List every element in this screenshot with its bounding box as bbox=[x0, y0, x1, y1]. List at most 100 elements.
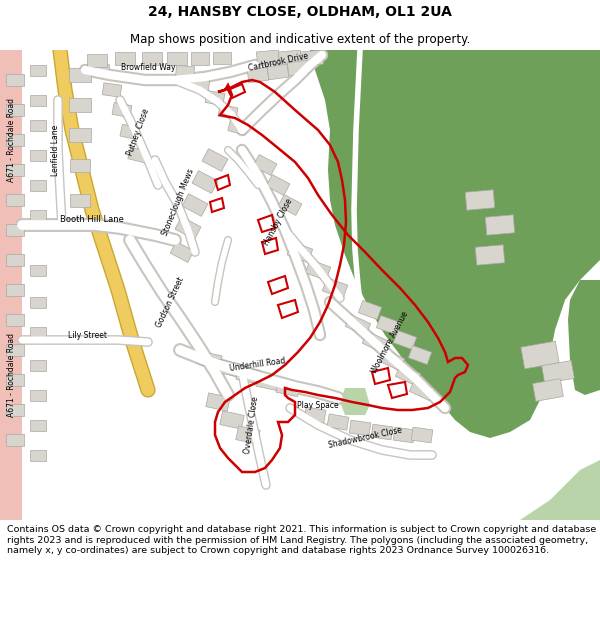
Bar bbox=[475, 245, 505, 265]
Bar bbox=[6, 404, 24, 416]
Polygon shape bbox=[310, 50, 600, 438]
Bar bbox=[358, 301, 382, 319]
Bar bbox=[542, 361, 574, 384]
Text: Godson Street: Godson Street bbox=[154, 276, 185, 329]
Bar bbox=[266, 174, 290, 196]
Bar bbox=[376, 316, 400, 334]
Bar bbox=[206, 393, 230, 411]
Bar bbox=[409, 346, 431, 364]
Bar bbox=[220, 411, 244, 429]
Bar bbox=[176, 65, 194, 79]
Bar bbox=[218, 104, 238, 120]
Text: Lily Street: Lily Street bbox=[68, 331, 107, 339]
Bar bbox=[202, 149, 228, 171]
Bar bbox=[30, 64, 46, 76]
Bar bbox=[191, 51, 209, 64]
Bar bbox=[30, 179, 46, 191]
Text: Contains OS data © Crown copyright and database right 2021. This information is : Contains OS data © Crown copyright and d… bbox=[7, 525, 596, 555]
Polygon shape bbox=[340, 388, 370, 415]
Bar bbox=[322, 278, 348, 298]
Bar bbox=[198, 351, 222, 369]
Bar bbox=[30, 119, 46, 131]
Bar bbox=[247, 67, 269, 83]
Bar bbox=[394, 331, 416, 349]
Text: Browfield Way: Browfield Way bbox=[121, 64, 175, 72]
Bar bbox=[278, 194, 302, 216]
Bar bbox=[142, 51, 162, 64]
Text: Underhill Road: Underhill Road bbox=[230, 357, 286, 373]
Text: Lenfield Lane: Lenfield Lane bbox=[50, 124, 59, 176]
Text: Woolmore Avenue: Woolmore Avenue bbox=[370, 309, 410, 374]
Bar bbox=[6, 284, 24, 296]
Bar bbox=[175, 217, 201, 239]
Bar bbox=[120, 124, 140, 140]
Text: Shadowbrook Close: Shadowbrook Close bbox=[328, 426, 403, 450]
Bar bbox=[91, 63, 109, 77]
Bar bbox=[6, 74, 24, 86]
Text: A671 - Rochdale Road: A671 - Rochdale Road bbox=[7, 333, 17, 417]
Bar bbox=[0, 50, 22, 520]
Bar bbox=[87, 54, 107, 66]
Text: Hansby Close: Hansby Close bbox=[262, 197, 294, 247]
Bar bbox=[267, 64, 289, 80]
Bar bbox=[6, 434, 24, 446]
Text: Putney Close: Putney Close bbox=[125, 107, 151, 157]
Bar bbox=[379, 349, 405, 371]
Text: 24, HANSBY CLOSE, OLDHAM, OL1 2UA: 24, HANSBY CLOSE, OLDHAM, OL1 2UA bbox=[148, 6, 452, 19]
Bar bbox=[253, 154, 277, 176]
Bar bbox=[236, 366, 260, 384]
Bar bbox=[112, 102, 132, 118]
Bar bbox=[256, 373, 280, 391]
Bar bbox=[6, 344, 24, 356]
Bar bbox=[30, 419, 46, 431]
Bar bbox=[371, 424, 393, 440]
Bar bbox=[6, 164, 24, 176]
Text: Play Space: Play Space bbox=[297, 401, 339, 409]
Bar bbox=[278, 50, 302, 66]
Bar bbox=[6, 374, 24, 386]
Bar bbox=[395, 364, 421, 386]
Bar bbox=[485, 215, 515, 235]
Bar bbox=[213, 52, 231, 64]
Text: Stoneclough Mews: Stoneclough Mews bbox=[160, 167, 196, 237]
Bar bbox=[30, 149, 46, 161]
Bar bbox=[70, 194, 90, 206]
Bar bbox=[6, 194, 24, 206]
Text: Overdale Close: Overdale Close bbox=[244, 396, 260, 454]
Bar bbox=[256, 50, 280, 66]
Bar bbox=[6, 134, 24, 146]
Bar bbox=[362, 331, 388, 352]
Bar bbox=[6, 224, 24, 236]
Text: A671 - Rochdale Road: A671 - Rochdale Road bbox=[7, 98, 17, 182]
Bar bbox=[30, 296, 46, 308]
Bar bbox=[228, 119, 248, 135]
Bar bbox=[102, 82, 122, 98]
Bar bbox=[287, 60, 309, 76]
Bar bbox=[170, 242, 194, 262]
Bar bbox=[327, 414, 349, 430]
Bar bbox=[115, 51, 135, 64]
Bar bbox=[30, 94, 46, 106]
Bar bbox=[305, 259, 331, 281]
Bar bbox=[30, 449, 46, 461]
Bar bbox=[409, 379, 435, 401]
Bar bbox=[167, 51, 187, 64]
Bar bbox=[128, 147, 148, 163]
Bar bbox=[6, 314, 24, 326]
Bar bbox=[304, 407, 326, 423]
Bar bbox=[69, 98, 91, 112]
Bar bbox=[216, 359, 240, 377]
Bar bbox=[345, 314, 371, 336]
Bar bbox=[349, 420, 371, 436]
Bar bbox=[69, 128, 91, 142]
Bar bbox=[393, 427, 415, 443]
Bar bbox=[521, 341, 559, 369]
Bar bbox=[6, 104, 24, 116]
Bar bbox=[236, 426, 260, 444]
Bar bbox=[30, 359, 46, 371]
Bar bbox=[30, 389, 46, 401]
Polygon shape bbox=[520, 460, 600, 520]
Bar bbox=[30, 326, 46, 338]
Bar bbox=[69, 68, 91, 82]
Bar bbox=[205, 91, 225, 106]
